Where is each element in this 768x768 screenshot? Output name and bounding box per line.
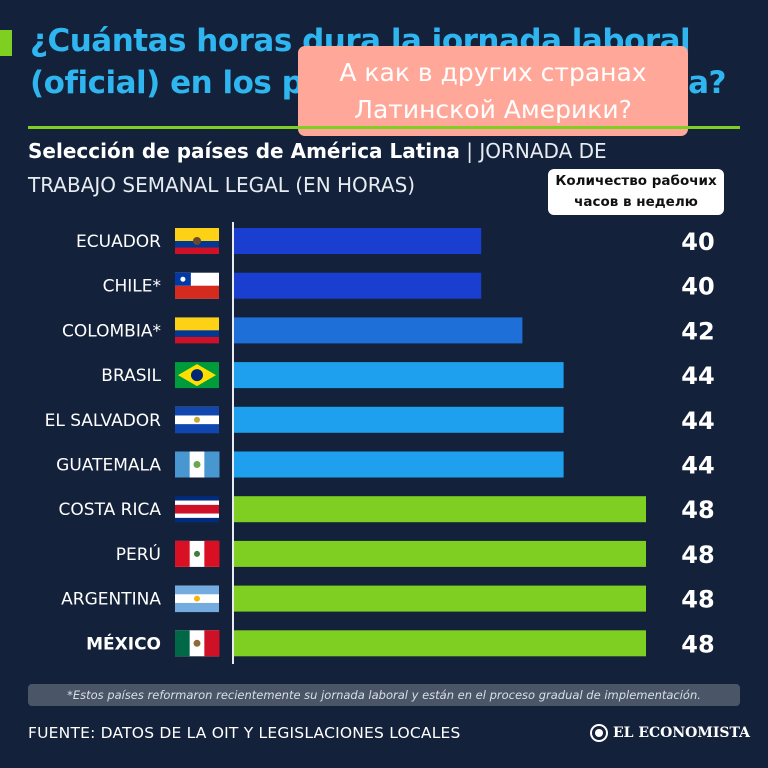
brasil-flag bbox=[175, 362, 219, 389]
chart-subtitle: Selección de países de América Latina | … bbox=[28, 134, 748, 202]
category-label: COLOMBIA* bbox=[62, 321, 161, 341]
logo-icon bbox=[590, 724, 608, 742]
bar bbox=[234, 317, 523, 344]
value-label: 44 bbox=[681, 407, 714, 435]
mexico-flag bbox=[175, 630, 220, 657]
footnote: *Estos países reformaron recientemente s… bbox=[28, 684, 740, 706]
guatemala-flag bbox=[175, 451, 220, 478]
category-label: ECUADOR bbox=[76, 232, 161, 252]
category-label: BRASIL bbox=[101, 366, 161, 386]
bar bbox=[234, 540, 646, 567]
value-label: 48 bbox=[681, 496, 714, 524]
chile-flag bbox=[175, 272, 219, 299]
subtitle-light-1: JORNADA DE bbox=[479, 139, 607, 163]
bar bbox=[234, 228, 482, 254]
bar bbox=[234, 272, 482, 299]
bar bbox=[234, 362, 564, 389]
bar bbox=[234, 630, 646, 657]
category-label: PERÚ bbox=[116, 543, 161, 565]
bar bbox=[234, 585, 646, 612]
colombia-flag bbox=[175, 317, 219, 344]
value-label: 48 bbox=[681, 541, 714, 569]
units-label: Количество рабочих часов в неделю bbox=[548, 169, 724, 215]
value-label: 40 bbox=[681, 273, 714, 301]
value-label: 48 bbox=[681, 630, 714, 658]
units-line-1: Количество рабочих bbox=[555, 173, 717, 189]
value-label: 44 bbox=[681, 362, 714, 390]
subtitle-bold: Selección de países de América Latina bbox=[28, 139, 460, 163]
bar bbox=[234, 496, 646, 523]
value-label: 40 bbox=[681, 228, 714, 256]
overlay-caption: А как в других странах Латинской Америки… bbox=[298, 46, 688, 136]
category-label: EL SALVADOR bbox=[45, 411, 162, 431]
category-label: ARGENTINA bbox=[61, 590, 161, 610]
value-label: 42 bbox=[681, 317, 714, 345]
category-label: GUATEMALA bbox=[56, 456, 161, 476]
title-divider bbox=[28, 126, 740, 129]
subtitle-light-2: TRABAJO SEMANAL LEGAL (EN HORAS) bbox=[28, 173, 416, 197]
logo-text: EL ECONOMISTA bbox=[612, 725, 750, 741]
overlay-line-1: А как в других странах bbox=[339, 58, 647, 87]
category-label: MÉXICO bbox=[86, 632, 161, 654]
value-label: 48 bbox=[681, 586, 714, 614]
value-label: 44 bbox=[681, 452, 714, 480]
ecuador-flag bbox=[175, 228, 219, 254]
overlay-line-2: Латинской Америки? bbox=[354, 95, 632, 124]
subtitle-separator: | bbox=[459, 139, 480, 163]
peru-flag bbox=[175, 540, 220, 567]
accent-marker bbox=[0, 30, 12, 56]
bar bbox=[234, 451, 564, 478]
publisher-logo: EL ECONOMISTA bbox=[590, 720, 750, 746]
category-label: COSTA RICA bbox=[59, 500, 162, 520]
costa-rica-flag bbox=[175, 496, 219, 523]
argentina-flag bbox=[175, 585, 219, 613]
category-label: CHILE* bbox=[103, 277, 161, 297]
bar bbox=[234, 406, 564, 433]
source-note: FUENTE: DATOS DE LA OIT Y LEGISLACIONES … bbox=[28, 724, 461, 742]
el-salvador-flag bbox=[175, 406, 219, 434]
units-line-2: часов в неделю bbox=[574, 194, 698, 210]
